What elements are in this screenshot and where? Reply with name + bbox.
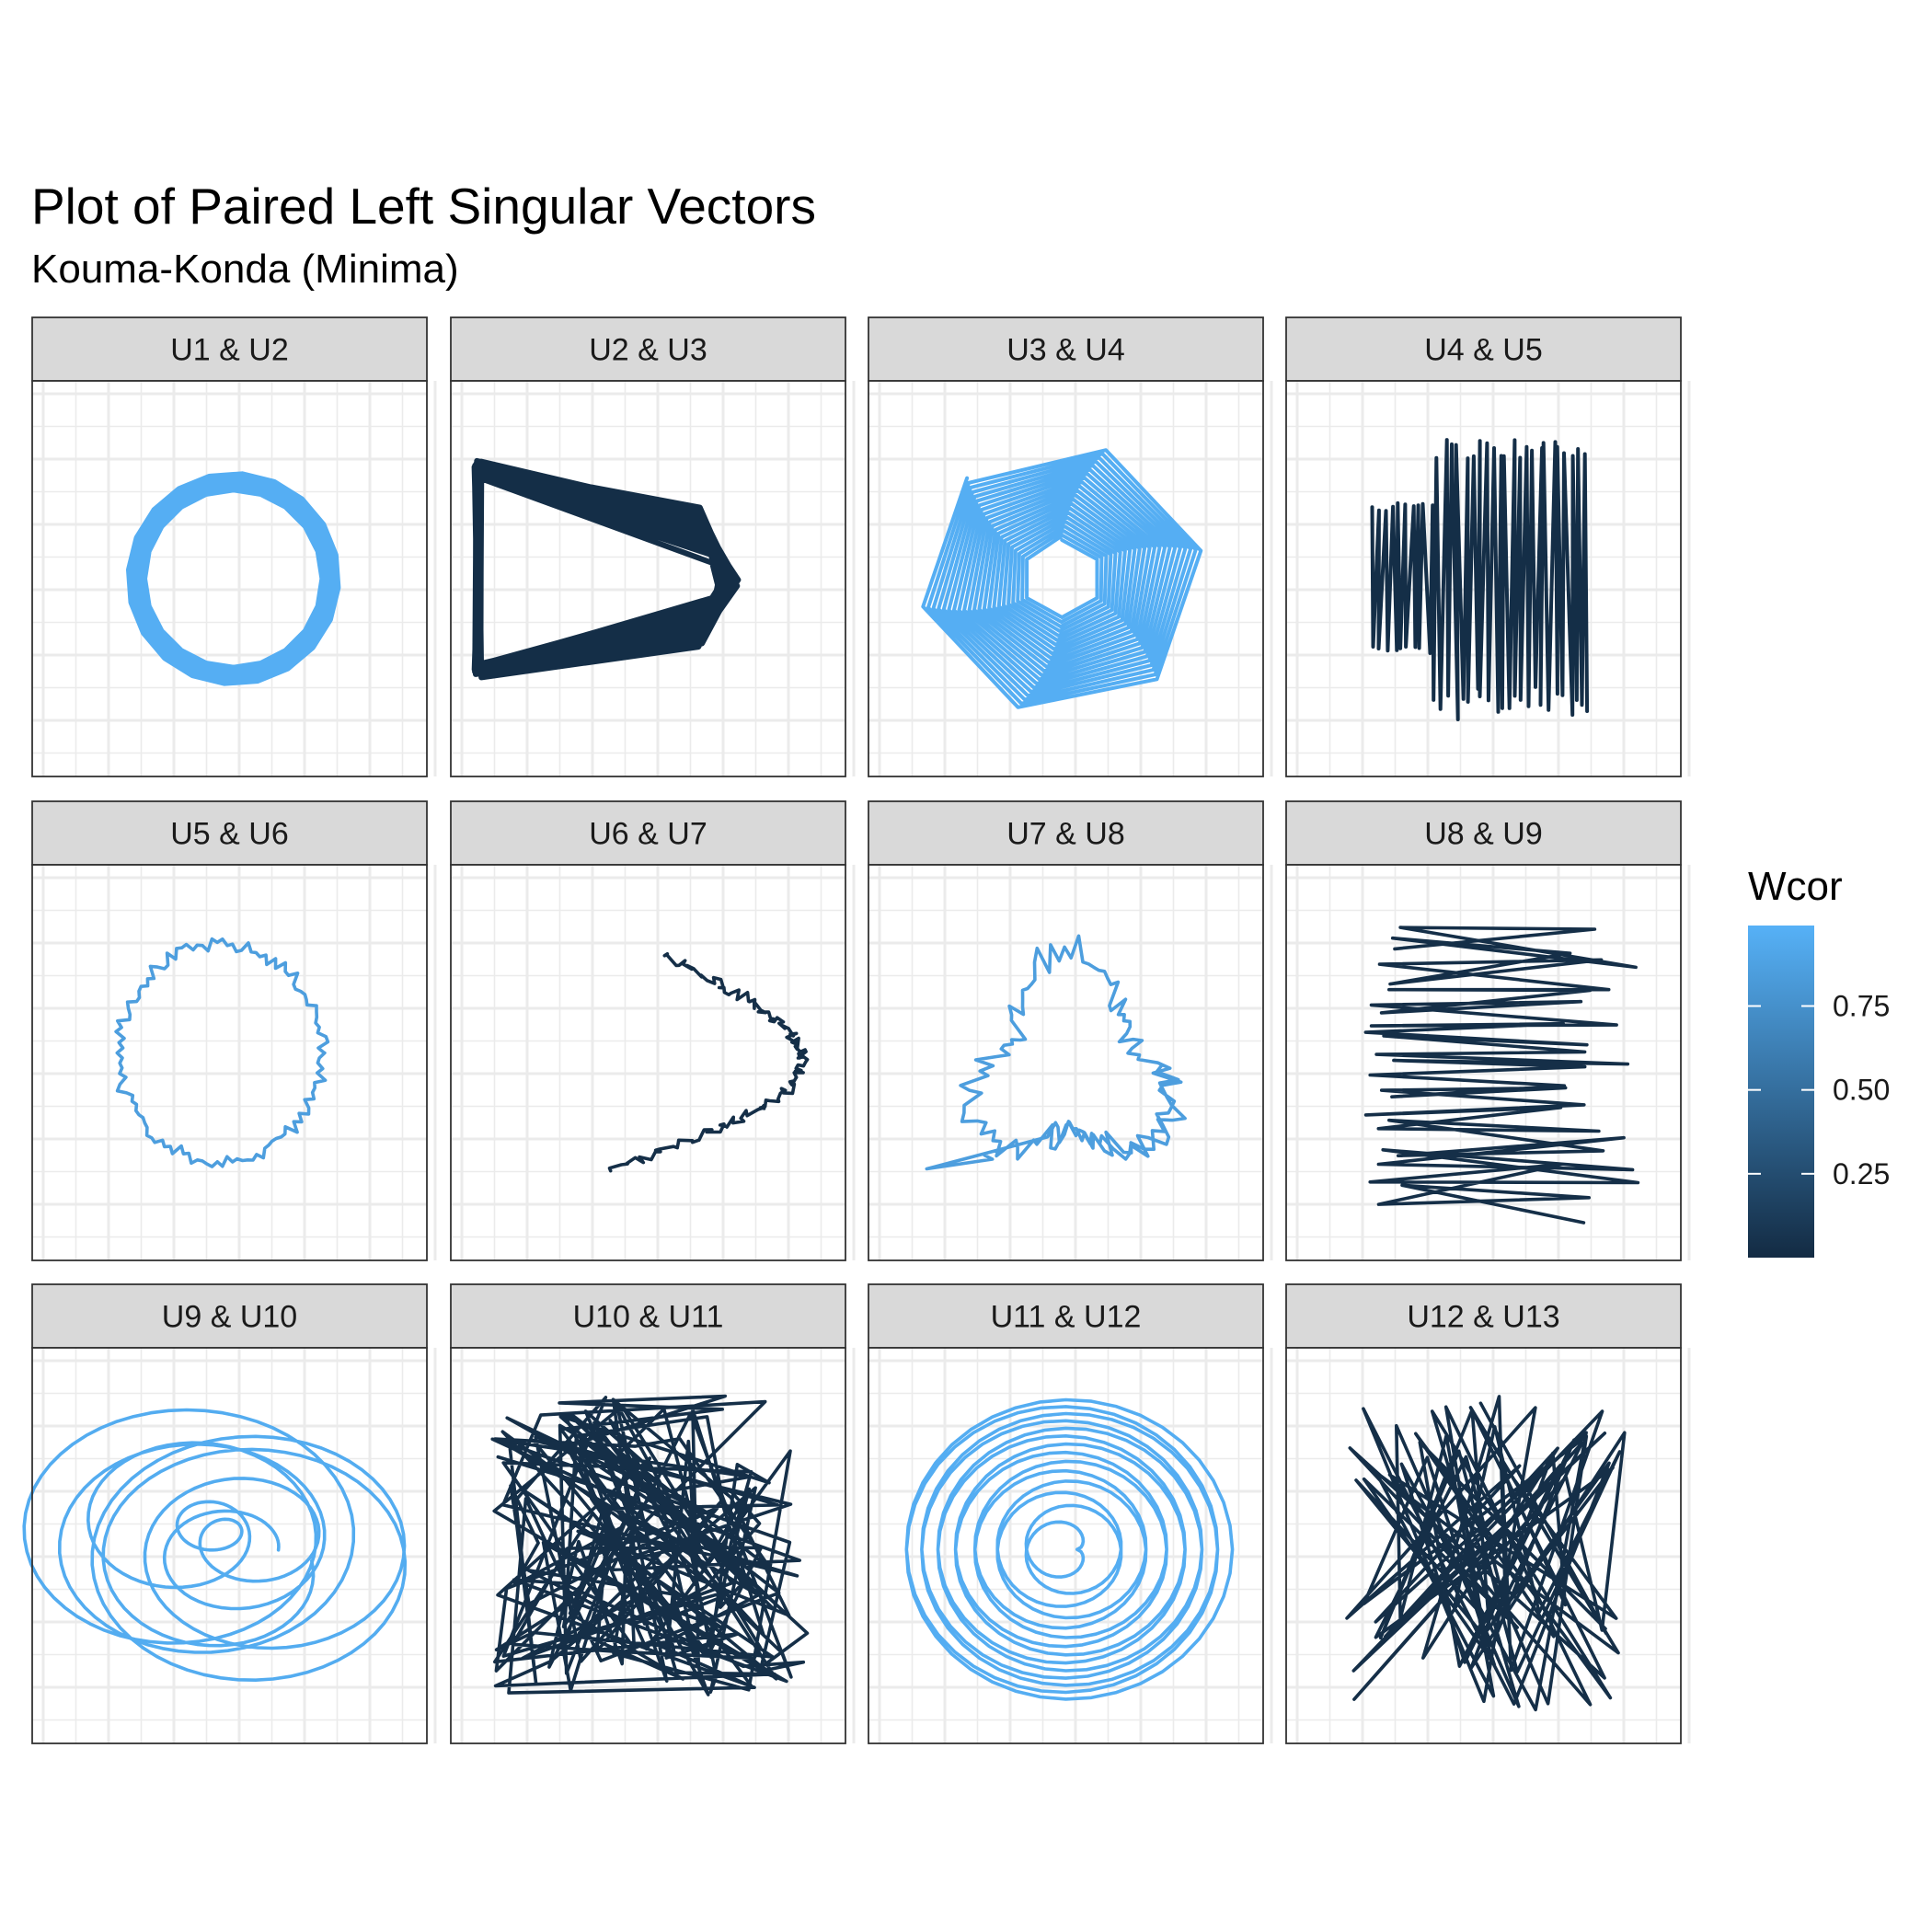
panel-background	[868, 865, 1263, 1260]
strip-background	[1285, 800, 1682, 866]
strip-label: U11 & U12	[991, 1300, 1142, 1335]
panel-border	[450, 864, 846, 1261]
panel-grid	[868, 381, 1273, 776]
facet-panel: U8 & U9	[1285, 800, 1691, 1261]
panel-border	[868, 1347, 1264, 1744]
strip-background	[868, 800, 1264, 866]
panel-border	[1285, 1347, 1682, 1744]
strip-label: U4 & U5	[1424, 333, 1543, 368]
strip-label: U9 & U10	[162, 1300, 297, 1335]
strip-label: U6 & U7	[589, 817, 707, 852]
facet-panel: U10 & U11	[450, 1283, 856, 1744]
panel-grid	[1286, 381, 1691, 776]
panel-background	[32, 865, 427, 1260]
panel-border	[1285, 380, 1682, 777]
series-line	[490, 1394, 810, 1696]
legend-break-label: 0.25	[1833, 1157, 1890, 1190]
strip-label: U3 & U4	[1006, 333, 1125, 368]
facet-panel: U3 & U4	[868, 316, 1273, 777]
strip-label: U7 & U8	[1006, 817, 1125, 852]
facet-panel: U4 & U5	[1285, 316, 1691, 777]
chart-title: Plot of Paired Left Singular Vectors	[31, 178, 816, 235]
panel-border	[868, 380, 1264, 777]
panel-grid	[451, 865, 856, 1260]
legend-break-label: 0.75	[1833, 990, 1890, 1023]
panel-background	[32, 381, 427, 776]
legend: Wcor 0.25 0.50 0.75	[1748, 864, 1890, 1258]
panel-background	[451, 865, 845, 1260]
series-line	[126, 471, 341, 686]
facet-panel: U1 & U2	[31, 316, 437, 777]
panel-border	[31, 864, 428, 1261]
strip-background	[1285, 316, 1682, 382]
series-line	[22, 1408, 408, 1682]
strip-background	[450, 800, 846, 866]
facet-panel: U7 & U8	[868, 800, 1273, 1261]
panel-border	[31, 1347, 428, 1744]
series-line	[921, 448, 1203, 709]
strip-label: U2 & U3	[589, 333, 707, 368]
panel-border	[1285, 864, 1682, 1261]
facet-panel: U2 & U3	[450, 316, 856, 777]
strip-label: U5 & U6	[170, 817, 289, 852]
series-line	[1363, 926, 1640, 1225]
strip-label: U10 & U11	[573, 1300, 724, 1335]
panel-border	[450, 1347, 846, 1744]
series-line	[471, 457, 742, 681]
series-line	[1370, 438, 1590, 721]
strip-label: U8 & U9	[1424, 817, 1543, 852]
panel-border	[31, 380, 428, 777]
facet-panel: U12 & U13	[1285, 1283, 1691, 1744]
panel-grid	[868, 865, 1273, 1260]
chart-subtitle: Kouma-Konda (Minima)	[31, 247, 459, 292]
facet-panel: U9 & U10	[22, 1283, 437, 1744]
strip-label: U12 & U13	[1407, 1300, 1559, 1335]
panel-grid	[32, 865, 437, 1260]
panel-background	[451, 381, 845, 776]
facet-panel: U6 & U7	[450, 800, 856, 1261]
series-line	[607, 952, 810, 1173]
facet-panel: U5 & U6	[31, 800, 437, 1261]
legend-break-label: 0.50	[1833, 1074, 1890, 1107]
series-line	[925, 934, 1187, 1171]
strip-background	[31, 1283, 428, 1349]
series-line	[114, 937, 330, 1168]
colorbar	[1748, 926, 1814, 1258]
legend-title: Wcor	[1748, 864, 1843, 909]
strip-background	[450, 316, 846, 382]
panel-border	[450, 380, 846, 777]
strip-label: U1 & U2	[170, 333, 289, 368]
series-line	[1345, 1395, 1627, 1712]
strip-background	[31, 800, 428, 866]
facet-panel: U11 & U12	[868, 1283, 1273, 1744]
panel-background	[868, 381, 1263, 776]
strip-background	[868, 316, 1264, 382]
panel-border	[868, 864, 1264, 1261]
series-line	[904, 1397, 1235, 1701]
